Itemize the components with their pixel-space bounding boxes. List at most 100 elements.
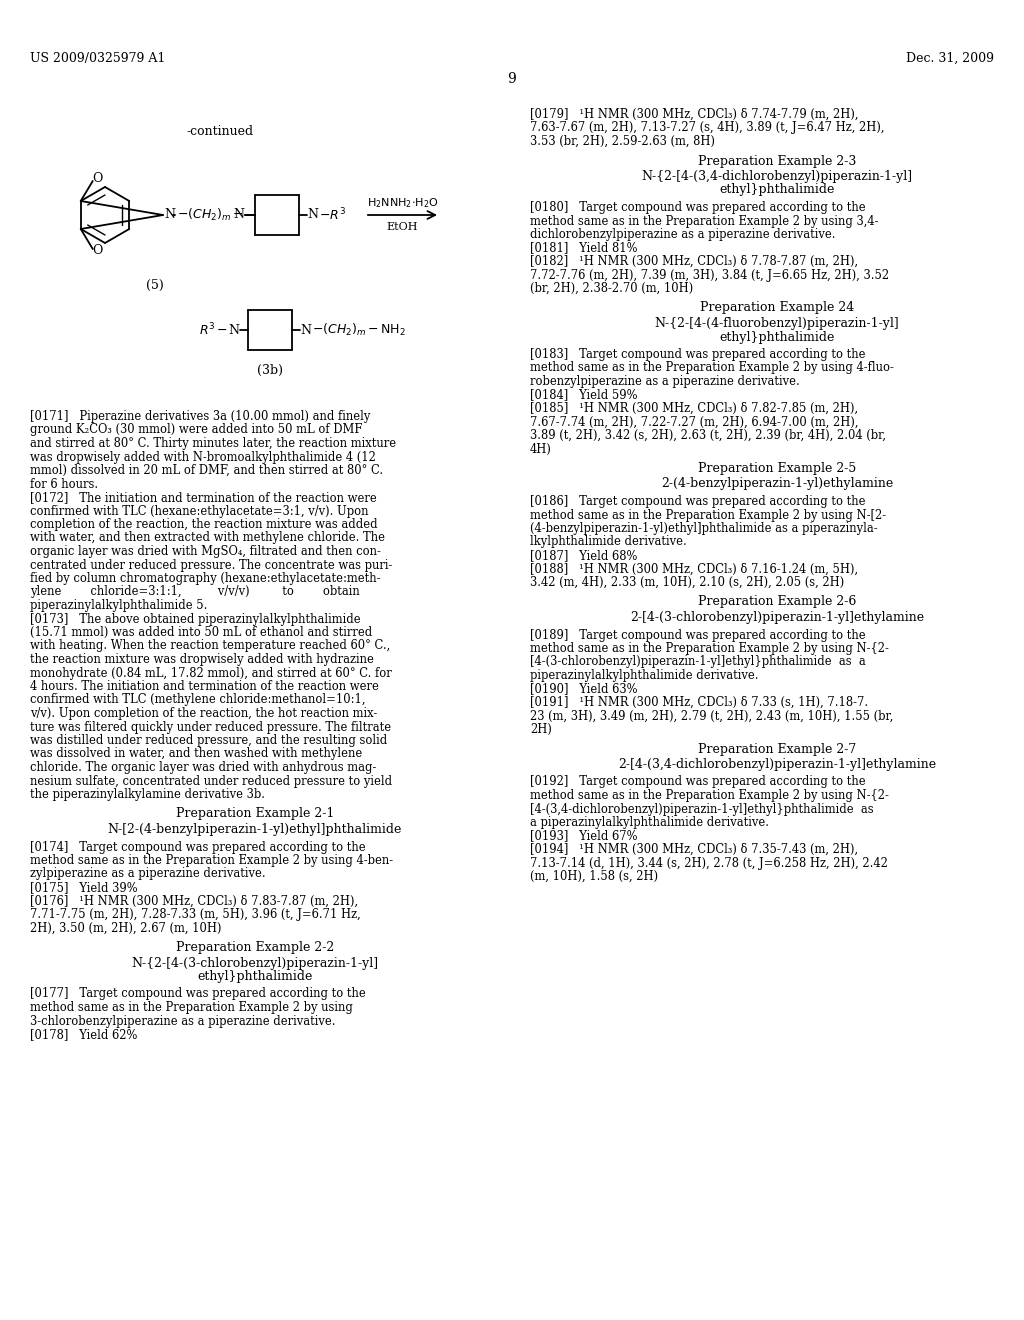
Text: [0194]   ¹H NMR (300 MHz, CDCl₃) δ 7.35-7.43 (m, 2H),: [0194] ¹H NMR (300 MHz, CDCl₃) δ 7.35-7.…	[530, 843, 858, 855]
Text: 7.72-7.76 (m, 2H), 7.39 (m, 3H), 3.84 (t, J=6.65 Hz, 2H), 3.52: 7.72-7.76 (m, 2H), 7.39 (m, 3H), 3.84 (t…	[530, 268, 889, 281]
Text: 4 hours. The initiation and termination of the reaction were: 4 hours. The initiation and termination …	[30, 680, 379, 693]
Text: fied by column chromatography (hexane:ethylacetate:meth-: fied by column chromatography (hexane:et…	[30, 572, 381, 585]
Text: N-{2-[4-(3,4-dichlorobenzyl)piperazin-1-yl]: N-{2-[4-(3,4-dichlorobenzyl)piperazin-1-…	[641, 170, 912, 183]
Text: v/v). Upon completion of the reaction, the hot reaction mix-: v/v). Upon completion of the reaction, t…	[30, 708, 377, 719]
Text: for 6 hours.: for 6 hours.	[30, 478, 98, 491]
Text: 3-chlorobenzylpiperazine as a piperazine derivative.: 3-chlorobenzylpiperazine as a piperazine…	[30, 1015, 336, 1027]
Text: was dropwisely added with N-bromoalkylphthalimide 4 (12: was dropwisely added with N-bromoalkylph…	[30, 450, 376, 463]
Text: was dissolved in water, and then washed with methylene: was dissolved in water, and then washed …	[30, 747, 362, 760]
Text: O: O	[92, 173, 103, 186]
Text: [0172]   The initiation and termination of the reaction were: [0172] The initiation and termination of…	[30, 491, 377, 504]
Text: O: O	[92, 244, 103, 257]
Text: [0191]   ¹H NMR (300 MHz, CDCl₃) δ 7.33 (s, 1H), 7.18-7.: [0191] ¹H NMR (300 MHz, CDCl₃) δ 7.33 (s…	[530, 696, 868, 709]
Text: (3b): (3b)	[257, 363, 283, 376]
Text: Preparation Example 2-1: Preparation Example 2-1	[176, 808, 334, 821]
Text: $-(CH_2)_m-$: $-(CH_2)_m-$	[177, 207, 244, 223]
Text: with heating. When the reaction temperature reached 60° C.,: with heating. When the reaction temperat…	[30, 639, 390, 652]
Text: (5): (5)	[146, 279, 164, 292]
Text: completion of the reaction, the reaction mixture was added: completion of the reaction, the reaction…	[30, 517, 378, 531]
Text: N-{2-[4-(4-fluorobenzyl)piperazin-1-yl]: N-{2-[4-(4-fluorobenzyl)piperazin-1-yl]	[654, 317, 899, 330]
Text: N: N	[164, 209, 175, 222]
Text: $R^3-$: $R^3-$	[199, 322, 228, 338]
Text: [4-(3-chlorobenzyl)piperazin-1-yl]ethyl}phthalimide  as  a: [4-(3-chlorobenzyl)piperazin-1-yl]ethyl}…	[530, 656, 865, 668]
Text: ethyl}phthalimide: ethyl}phthalimide	[198, 970, 312, 983]
Text: confirmed with TLC (methylene chloride:methanol=10:1,: confirmed with TLC (methylene chloride:m…	[30, 693, 366, 706]
Text: was distilled under reduced pressure, and the resulting solid: was distilled under reduced pressure, an…	[30, 734, 387, 747]
Text: 2-[4-(3,4-dichlorobenzyl)piperazin-1-yl]ethylamine: 2-[4-(3,4-dichlorobenzyl)piperazin-1-yl]…	[617, 758, 936, 771]
Text: chloride. The organic layer was dried with anhydrous mag-: chloride. The organic layer was dried wi…	[30, 762, 377, 774]
Text: [0188]   ¹H NMR (300 MHz, CDCl₃) δ 7.16-1.24 (m, 5H),: [0188] ¹H NMR (300 MHz, CDCl₃) δ 7.16-1.…	[530, 562, 858, 576]
Text: (m, 10H), 1.58 (s, 2H): (m, 10H), 1.58 (s, 2H)	[530, 870, 658, 883]
Text: organic layer was dried with MgSO₄, filtrated and then con-: organic layer was dried with MgSO₄, filt…	[30, 545, 381, 558]
Text: Preparation Example 2-5: Preparation Example 2-5	[698, 462, 856, 475]
Text: 3.42 (m, 4H), 2.33 (m, 10H), 2.10 (s, 2H), 2.05 (s, 2H): 3.42 (m, 4H), 2.33 (m, 10H), 2.10 (s, 2H…	[530, 576, 844, 589]
Text: and stirred at 80° C. Thirty minutes later, the reaction mixture: and stirred at 80° C. Thirty minutes lat…	[30, 437, 396, 450]
Text: 2H): 2H)	[530, 723, 552, 737]
Text: robenzylpiperazine as a piperazine derivative.: robenzylpiperazine as a piperazine deriv…	[530, 375, 800, 388]
Text: ethyl}phthalimide: ethyl}phthalimide	[719, 183, 835, 197]
Text: piperazinylalkylphthalimide 5.: piperazinylalkylphthalimide 5.	[30, 599, 208, 612]
Text: (br, 2H), 2.38-2.70 (m, 10H): (br, 2H), 2.38-2.70 (m, 10H)	[530, 282, 693, 294]
Text: [0179]   ¹H NMR (300 MHz, CDCl₃) δ 7.74-7.79 (m, 2H),: [0179] ¹H NMR (300 MHz, CDCl₃) δ 7.74-7.…	[530, 108, 858, 121]
Text: Preparation Example 2-3: Preparation Example 2-3	[697, 154, 856, 168]
Text: lkylphthalimide derivative.: lkylphthalimide derivative.	[530, 536, 687, 549]
Text: [0178]   Yield 62%: [0178] Yield 62%	[30, 1028, 137, 1041]
Text: [0173]   The above obtained piperazinylalkylphthalimide: [0173] The above obtained piperazinylalk…	[30, 612, 360, 626]
Text: method same as in the Preparation Example 2 by using 3,4-: method same as in the Preparation Exampl…	[530, 214, 879, 227]
Text: (4-benzylpiperazin-1-yl)ethyl]phthalimide as a piperazinyla-: (4-benzylpiperazin-1-yl)ethyl]phthalimid…	[530, 521, 878, 535]
Text: [0176]   ¹H NMR (300 MHz, CDCl₃) δ 7.83-7.87 (m, 2H),: [0176] ¹H NMR (300 MHz, CDCl₃) δ 7.83-7.…	[30, 895, 358, 908]
Text: N: N	[228, 323, 240, 337]
Text: [0192]   Target compound was prepared according to the: [0192] Target compound was prepared acco…	[530, 776, 865, 788]
Text: the piperazinylalkylamine derivative 3b.: the piperazinylalkylamine derivative 3b.	[30, 788, 265, 801]
Text: 3.53 (br, 2H), 2.59-2.63 (m, 8H): 3.53 (br, 2H), 2.59-2.63 (m, 8H)	[530, 135, 715, 148]
Text: [0187]   Yield 68%: [0187] Yield 68%	[530, 549, 637, 562]
Text: ture was filtered quickly under reduced pressure. The filtrate: ture was filtered quickly under reduced …	[30, 721, 391, 734]
Text: 3.89 (t, 2H), 3.42 (s, 2H), 2.63 (t, 2H), 2.39 (br, 4H), 2.04 (br,: 3.89 (t, 2H), 3.42 (s, 2H), 2.63 (t, 2H)…	[530, 429, 886, 442]
Text: [0189]   Target compound was prepared according to the: [0189] Target compound was prepared acco…	[530, 628, 865, 642]
Text: [0186]   Target compound was prepared according to the: [0186] Target compound was prepared acco…	[530, 495, 865, 508]
Text: nesium sulfate, concentrated under reduced pressure to yield: nesium sulfate, concentrated under reduc…	[30, 775, 392, 788]
Text: [0193]   Yield 67%: [0193] Yield 67%	[530, 829, 638, 842]
Text: method same as in the Preparation Example 2 by using 4-ben-: method same as in the Preparation Exampl…	[30, 854, 393, 867]
Text: N-{2-[4-(3-chlorobenzyl)piperazin-1-yl]: N-{2-[4-(3-chlorobenzyl)piperazin-1-yl]	[131, 957, 379, 969]
Text: [0174]   Target compound was prepared according to the: [0174] Target compound was prepared acco…	[30, 841, 366, 854]
Text: 7.63-7.67 (m, 2H), 7.13-7.27 (s, 4H), 3.89 (t, J=6.47 Hz, 2H),: 7.63-7.67 (m, 2H), 7.13-7.27 (s, 4H), 3.…	[530, 121, 885, 135]
Text: 4H): 4H)	[530, 442, 552, 455]
Text: method same as in the Preparation Example 2 by using N-{2-: method same as in the Preparation Exampl…	[530, 789, 889, 803]
Text: [0184]   Yield 59%: [0184] Yield 59%	[530, 388, 638, 401]
Text: [0177]   Target compound was prepared according to the: [0177] Target compound was prepared acco…	[30, 987, 366, 1001]
Text: N: N	[233, 209, 245, 222]
Text: method same as in the Preparation Example 2 by using N-[2-: method same as in the Preparation Exampl…	[530, 508, 886, 521]
Text: -continued: -continued	[186, 125, 254, 139]
Text: Dec. 31, 2009: Dec. 31, 2009	[906, 51, 994, 65]
Text: the reaction mixture was dropwisely added with hydrazine: the reaction mixture was dropwisely adde…	[30, 653, 374, 667]
Text: [0182]   ¹H NMR (300 MHz, CDCl₃) δ 7.78-7.87 (m, 2H),: [0182] ¹H NMR (300 MHz, CDCl₃) δ 7.78-7.…	[530, 255, 858, 268]
Text: [0181]   Yield 81%: [0181] Yield 81%	[530, 242, 638, 255]
Text: US 2009/0325979 A1: US 2009/0325979 A1	[30, 51, 165, 65]
Text: N: N	[307, 209, 318, 222]
Text: 23 (m, 3H), 3.49 (m, 2H), 2.79 (t, 2H), 2.43 (m, 10H), 1.55 (br,: 23 (m, 3H), 3.49 (m, 2H), 2.79 (t, 2H), …	[530, 710, 893, 722]
Text: ylene        chloride=3:1:1,          v/v/v)         to        obtain: ylene chloride=3:1:1, v/v/v) to obtain	[30, 586, 359, 598]
Text: EtOH: EtOH	[387, 222, 418, 232]
Text: Preparation Example 2-7: Preparation Example 2-7	[698, 742, 856, 755]
Text: method same as in the Preparation Example 2 by using N-{2-: method same as in the Preparation Exampl…	[530, 642, 889, 655]
Text: 2H), 3.50 (m, 2H), 2.67 (m, 10H): 2H), 3.50 (m, 2H), 2.67 (m, 10H)	[30, 921, 221, 935]
Text: piperazinylalkylphthalimide derivative.: piperazinylalkylphthalimide derivative.	[530, 669, 759, 682]
Text: 9: 9	[508, 73, 516, 86]
Text: 7.67-7.74 (m, 2H), 7.22-7.27 (m, 2H), 6.94-7.00 (m, 2H),: 7.67-7.74 (m, 2H), 7.22-7.27 (m, 2H), 6.…	[530, 416, 858, 429]
Text: ground K₂CO₃ (30 mmol) were added into 50 mL of DMF: ground K₂CO₃ (30 mmol) were added into 5…	[30, 424, 362, 437]
Text: [4-(3,4-dichlorobenzyl)piperazin-1-yl]ethyl}phthalimide  as: [4-(3,4-dichlorobenzyl)piperazin-1-yl]et…	[530, 803, 873, 816]
Text: with water, and then extracted with methylene chloride. The: with water, and then extracted with meth…	[30, 532, 385, 544]
Text: Preparation Example 2-2: Preparation Example 2-2	[176, 941, 334, 954]
Text: Preparation Example 2-6: Preparation Example 2-6	[697, 595, 856, 609]
Text: [0171]   Piperazine derivatives 3a (10.00 mmol) and finely: [0171] Piperazine derivatives 3a (10.00 …	[30, 411, 371, 422]
Text: $-R^3$: $-R^3$	[319, 207, 346, 223]
Text: [0190]   Yield 63%: [0190] Yield 63%	[530, 682, 638, 696]
Text: 2-(4-benzylpiperazin-1-yl)ethylamine: 2-(4-benzylpiperazin-1-yl)ethylamine	[660, 478, 893, 491]
Text: a piperazinylalkylphthalimide derivative.: a piperazinylalkylphthalimide derivative…	[530, 816, 769, 829]
Text: Preparation Example 24: Preparation Example 24	[699, 301, 854, 314]
Text: 2-[4-(3-chlorobenzyl)piperazin-1-yl]ethylamine: 2-[4-(3-chlorobenzyl)piperazin-1-yl]ethy…	[630, 611, 924, 624]
Text: mmol) dissolved in 20 mL of DMF, and then stirred at 80° C.: mmol) dissolved in 20 mL of DMF, and the…	[30, 465, 383, 477]
Text: method same as in the Preparation Example 2 by using 4-fluo-: method same as in the Preparation Exampl…	[530, 362, 894, 375]
Text: dichlorobenzylpiperazine as a piperazine derivative.: dichlorobenzylpiperazine as a piperazine…	[530, 228, 836, 242]
